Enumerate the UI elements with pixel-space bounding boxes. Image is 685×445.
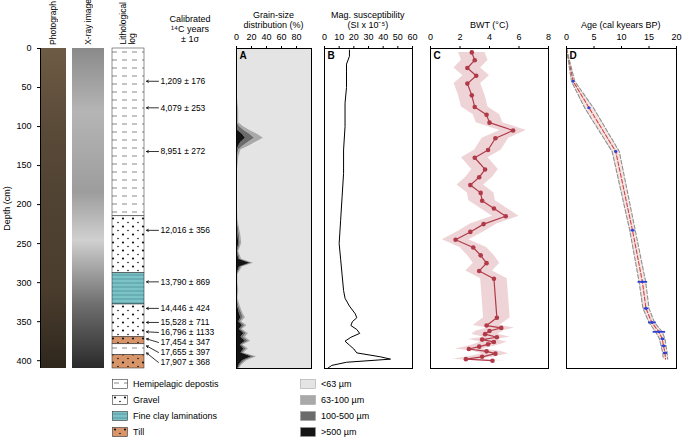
svg-text:20: 20 bbox=[349, 32, 359, 42]
html-text:¹⁴C years: ¹⁴C years bbox=[171, 24, 209, 34]
svg-text:100: 100 bbox=[16, 121, 31, 131]
svg-text:14,446 ± 424: 14,446 ± 424 bbox=[161, 303, 211, 313]
html-text:(SI x 10⁻⁵): (SI x 10⁻⁵) bbox=[347, 20, 389, 30]
svg-text:30: 30 bbox=[363, 32, 373, 42]
svg-text:15: 15 bbox=[644, 32, 654, 42]
html-text:Hemipelagic depostis: Hemipelagic depostis bbox=[133, 379, 219, 389]
html-text:63-100 µm: 63-100 µm bbox=[321, 395, 365, 405]
svg-text:15,528 ± 711: 15,528 ± 711 bbox=[161, 317, 210, 327]
svg-text:17,454 ± 347: 17,454 ± 347 bbox=[161, 337, 211, 347]
svg-text:4,079 ± 253: 4,079 ± 253 bbox=[161, 103, 206, 113]
svg-text:0: 0 bbox=[428, 32, 433, 42]
svg-text:60: 60 bbox=[276, 32, 286, 42]
svg-text:Depth (cm): Depth (cm) bbox=[2, 186, 12, 231]
html-text:Till: Till bbox=[133, 427, 145, 437]
svg-text:50: 50 bbox=[393, 32, 403, 42]
svg-text:A: A bbox=[240, 50, 247, 61]
svg-text:10: 10 bbox=[334, 32, 344, 42]
html-text:Calibrated: Calibrated bbox=[169, 14, 211, 24]
svg-text:40: 40 bbox=[378, 32, 388, 42]
svg-text:13,790 ± 869: 13,790 ± 869 bbox=[161, 277, 211, 287]
svg-text:5: 5 bbox=[591, 32, 596, 42]
svg-text:0: 0 bbox=[564, 32, 569, 42]
svg-text:17,907 ± 368: 17,907 ± 368 bbox=[161, 357, 211, 367]
svg-text:6: 6 bbox=[516, 32, 521, 42]
svg-text:C: C bbox=[434, 50, 441, 61]
svg-text:60: 60 bbox=[407, 32, 417, 42]
html-text:>500 µm: >500 µm bbox=[321, 427, 357, 437]
html-text:Fine clay laminations: Fine clay laminations bbox=[133, 411, 217, 421]
svg-text:400: 400 bbox=[16, 356, 31, 366]
svg-text:B: B bbox=[328, 50, 335, 61]
html-text:<63 µm: <63 µm bbox=[321, 379, 352, 389]
svg-text:17,655 ± 397: 17,655 ± 397 bbox=[161, 347, 211, 357]
svg-text:12,016 ± 356: 12,016 ± 356 bbox=[161, 225, 211, 235]
svg-text:0: 0 bbox=[26, 43, 31, 53]
svg-text:150: 150 bbox=[16, 160, 31, 170]
html-text:Age (cal kyears BP): Age (cal kyears BP) bbox=[581, 20, 661, 30]
svg-text:16,796 ± 1133: 16,796 ± 1133 bbox=[161, 327, 215, 337]
svg-text:0: 0 bbox=[234, 32, 239, 42]
svg-text:200: 200 bbox=[16, 199, 31, 209]
html-text:100-500 µm: 100-500 µm bbox=[321, 411, 370, 421]
html-text:BWT (°C): BWT (°C) bbox=[470, 20, 509, 30]
svg-text:0: 0 bbox=[322, 32, 327, 42]
html-text:Grain-size: Grain-size bbox=[253, 10, 294, 20]
svg-text:50: 50 bbox=[21, 82, 31, 92]
svg-text:4: 4 bbox=[487, 32, 492, 42]
svg-text:350: 350 bbox=[16, 317, 31, 327]
svg-text:250: 250 bbox=[16, 239, 31, 249]
svg-text:40: 40 bbox=[261, 32, 271, 42]
html-text:Lithological: Lithological bbox=[118, 2, 128, 45]
svg-text:8: 8 bbox=[546, 32, 551, 42]
svg-text:8,951 ± 272: 8,951 ± 272 bbox=[161, 146, 206, 156]
svg-text:1,209 ± 176: 1,209 ± 176 bbox=[161, 76, 206, 86]
html-text:Photograph: Photograph bbox=[47, 1, 58, 45]
svg-text:2: 2 bbox=[457, 32, 462, 42]
html-text:± 1σ: ± 1σ bbox=[181, 34, 199, 44]
html-text:Mag. susceptibility: Mag. susceptibility bbox=[331, 10, 405, 20]
svg-text:D: D bbox=[570, 50, 577, 61]
html-text:log: log bbox=[127, 33, 137, 45]
html-text:distribution (%): distribution (%) bbox=[243, 20, 304, 30]
svg-text:80: 80 bbox=[291, 32, 301, 42]
svg-text:20: 20 bbox=[671, 32, 681, 42]
html-text:X-ray image: X-ray image bbox=[82, 0, 93, 45]
svg-text:10: 10 bbox=[616, 32, 626, 42]
svg-text:20: 20 bbox=[246, 32, 256, 42]
svg-text:300: 300 bbox=[16, 278, 31, 288]
html-text:Gravel: Gravel bbox=[133, 395, 160, 405]
